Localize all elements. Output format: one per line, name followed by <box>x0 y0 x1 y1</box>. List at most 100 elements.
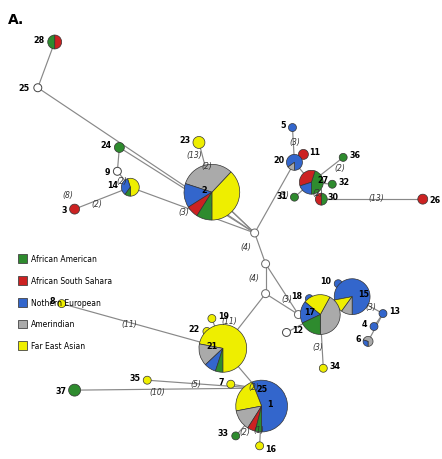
Wedge shape <box>125 188 130 197</box>
Text: 25: 25 <box>257 384 268 393</box>
Wedge shape <box>203 328 211 336</box>
Text: 2: 2 <box>201 185 207 194</box>
Text: (3): (3) <box>313 342 324 351</box>
Text: 12: 12 <box>293 325 304 334</box>
Text: 17: 17 <box>305 308 315 316</box>
Wedge shape <box>300 183 311 195</box>
Text: 3: 3 <box>61 205 67 214</box>
Wedge shape <box>185 165 231 193</box>
Text: 7: 7 <box>218 377 224 386</box>
Text: 13: 13 <box>389 307 400 315</box>
Circle shape <box>34 84 42 93</box>
Text: (4): (4) <box>248 274 259 283</box>
Wedge shape <box>128 179 139 197</box>
Wedge shape <box>370 323 378 331</box>
Text: 34: 34 <box>329 361 340 370</box>
Text: 26: 26 <box>430 195 441 204</box>
Text: (13): (13) <box>186 151 202 160</box>
Wedge shape <box>215 349 223 372</box>
Wedge shape <box>342 297 352 315</box>
Bar <box>18 341 27 351</box>
Text: (10): (10) <box>149 387 165 396</box>
Text: (3): (3) <box>179 207 190 216</box>
Wedge shape <box>188 193 212 216</box>
Wedge shape <box>299 171 315 186</box>
Text: 36: 36 <box>349 151 360 160</box>
Wedge shape <box>334 279 370 315</box>
Text: (3): (3) <box>281 295 292 303</box>
Text: (11): (11) <box>122 319 137 328</box>
Circle shape <box>282 329 290 337</box>
Text: (2): (2) <box>248 382 259 391</box>
Wedge shape <box>232 432 240 440</box>
Text: 31: 31 <box>277 191 287 200</box>
Text: 25: 25 <box>19 84 30 93</box>
Wedge shape <box>248 406 262 431</box>
Wedge shape <box>418 195 428 205</box>
Wedge shape <box>184 184 212 207</box>
Text: 27: 27 <box>317 175 328 185</box>
Text: (3): (3) <box>278 190 289 199</box>
Wedge shape <box>208 315 216 323</box>
Text: (3): (3) <box>366 302 377 311</box>
Wedge shape <box>227 381 235 388</box>
Text: (2): (2) <box>239 427 250 437</box>
Text: 6: 6 <box>356 334 361 343</box>
Wedge shape <box>286 155 302 171</box>
Text: 28: 28 <box>34 36 45 45</box>
Bar <box>18 254 27 263</box>
Text: 11: 11 <box>309 148 320 157</box>
Wedge shape <box>255 406 262 432</box>
Bar <box>18 298 27 307</box>
Wedge shape <box>379 310 387 318</box>
Text: (2): (2) <box>91 199 102 208</box>
Wedge shape <box>197 193 212 221</box>
Text: 9: 9 <box>105 168 110 176</box>
Wedge shape <box>339 154 347 162</box>
Text: 18: 18 <box>291 291 302 301</box>
Text: 8: 8 <box>49 297 55 305</box>
Wedge shape <box>212 173 240 221</box>
Text: 35: 35 <box>129 373 140 382</box>
Wedge shape <box>55 36 62 50</box>
Wedge shape <box>302 315 320 335</box>
Wedge shape <box>114 143 124 153</box>
Wedge shape <box>298 150 309 160</box>
Wedge shape <box>335 297 352 312</box>
Wedge shape <box>122 179 130 195</box>
Text: 1: 1 <box>267 399 273 408</box>
Text: 4: 4 <box>362 319 367 328</box>
Wedge shape <box>246 386 255 396</box>
Wedge shape <box>305 295 330 315</box>
Circle shape <box>253 384 261 392</box>
Wedge shape <box>363 337 373 347</box>
Wedge shape <box>288 163 294 171</box>
Wedge shape <box>236 382 262 411</box>
Text: (2): (2) <box>313 188 324 197</box>
Wedge shape <box>363 340 368 347</box>
Text: (8): (8) <box>62 190 73 199</box>
Text: 16: 16 <box>266 444 277 453</box>
Text: Amerindian: Amerindian <box>31 320 75 329</box>
Text: 5: 5 <box>280 121 286 130</box>
Text: (2): (2) <box>202 162 212 170</box>
Wedge shape <box>143 376 151 384</box>
Text: (2): (2) <box>116 176 127 185</box>
Circle shape <box>114 168 122 176</box>
Text: 10: 10 <box>320 277 331 285</box>
Wedge shape <box>255 442 263 450</box>
Wedge shape <box>193 137 205 149</box>
Text: 21: 21 <box>207 341 218 350</box>
Wedge shape <box>206 349 223 371</box>
Wedge shape <box>199 325 247 372</box>
Wedge shape <box>334 280 342 288</box>
Wedge shape <box>305 295 313 303</box>
Bar <box>18 320 27 329</box>
Text: 19: 19 <box>218 311 229 320</box>
Wedge shape <box>70 205 80 215</box>
Text: 24: 24 <box>100 140 111 150</box>
Text: African American: African American <box>31 254 97 263</box>
Wedge shape <box>58 300 66 308</box>
Bar <box>18 276 27 285</box>
Text: 30: 30 <box>327 192 338 201</box>
